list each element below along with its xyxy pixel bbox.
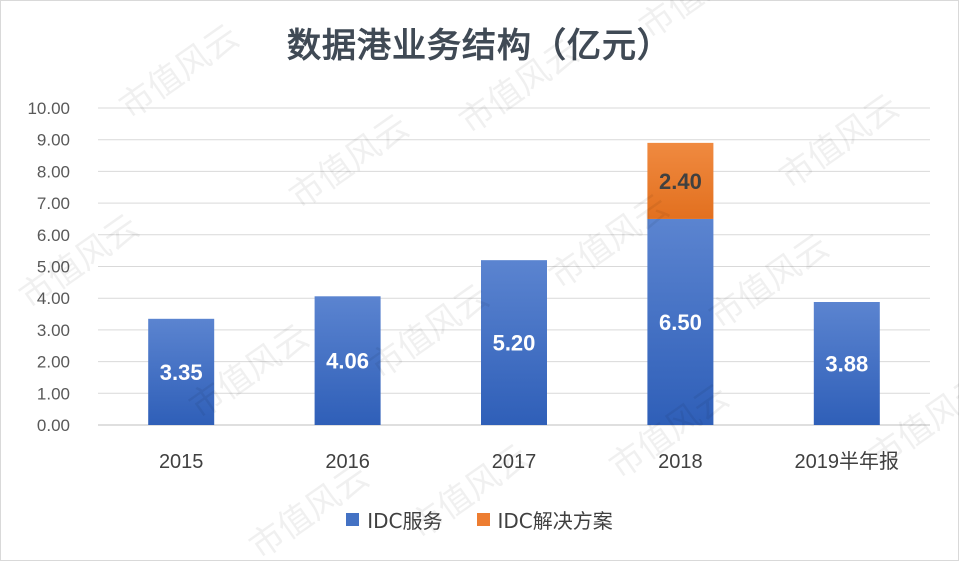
y-tick-label: 7.00: [37, 194, 70, 213]
x-tick-label: 2019半年报: [795, 450, 900, 473]
y-tick-label: 10.00: [27, 99, 70, 118]
legend-swatch-idc-service: [346, 513, 360, 526]
x-tick-label: 2018: [658, 451, 703, 473]
bar: [647, 218, 714, 425]
x-tick-label: 2016: [325, 451, 370, 473]
bar: [148, 318, 215, 425]
bar: [813, 302, 880, 425]
y-tick-label: 0.00: [37, 416, 70, 435]
data-label: 6.50: [659, 310, 702, 335]
y-tick-label: 9.00: [37, 131, 70, 150]
y-tick-label: 1.00: [37, 384, 70, 403]
data-label: 2.40: [659, 169, 702, 194]
legend-swatch-idc-solution: [476, 513, 490, 526]
legend: IDC服务 IDC解决方案: [0, 505, 959, 534]
legend-item-idc-service: IDC服务: [346, 505, 443, 534]
data-label: 3.88: [825, 352, 868, 377]
bar: [314, 296, 381, 425]
y-tick-label: 5.00: [37, 258, 70, 277]
data-label: 4.06: [326, 349, 369, 374]
data-label: 3.35: [160, 360, 203, 385]
data-label: 5.20: [493, 331, 536, 356]
y-tick-label: 6.00: [37, 226, 70, 245]
plot-area: 0.00 1.00 2.00 3.00 4.00 5.00 6.00 7.00 8.00 9.00…: [27, 99, 930, 473]
bar: [647, 142, 714, 219]
legend-label-idc-service: IDC服务: [367, 509, 443, 533]
y-tick-label: 2.00: [37, 353, 70, 372]
y-tick-label: 8.00: [37, 162, 70, 181]
y-tick-label: 3.00: [37, 321, 70, 340]
chart-title: 数据港业务结构（亿元）: [287, 26, 672, 66]
legend-item-idc-solution: IDC解决方案: [476, 505, 613, 534]
x-tick-label: 2017: [492, 451, 537, 473]
y-tick-label: 4.00: [37, 289, 70, 308]
legend-label-idc-solution: IDC解决方案: [497, 509, 613, 533]
x-tick-label: 2015: [159, 451, 204, 473]
bar: [481, 260, 547, 425]
